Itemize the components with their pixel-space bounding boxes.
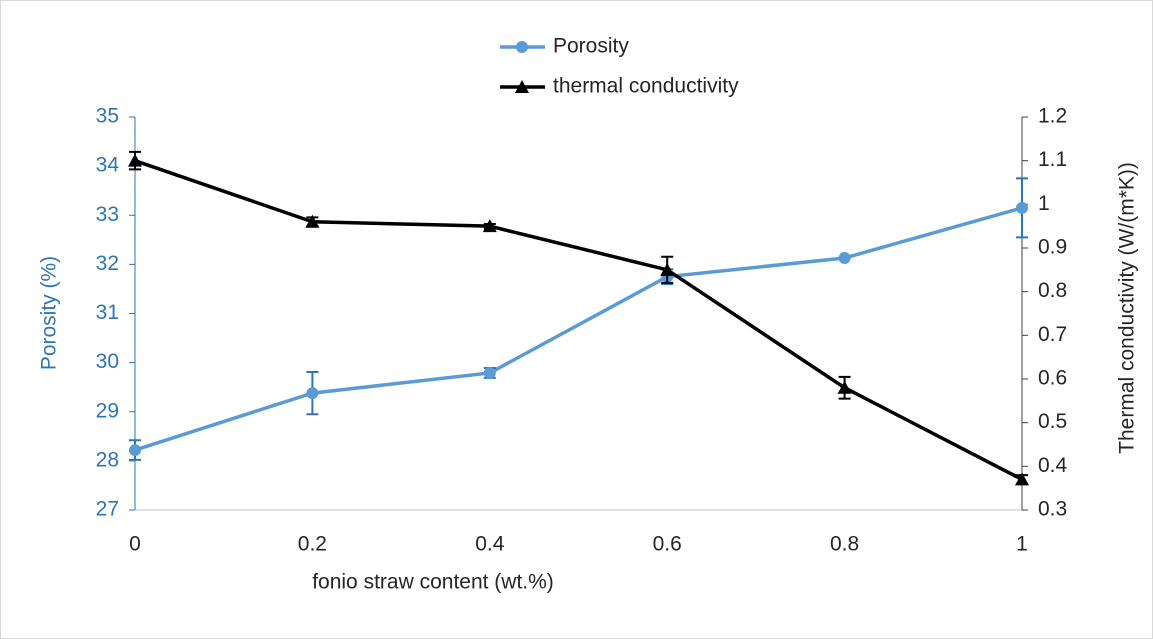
legend-marker (516, 41, 528, 53)
series-line (134, 206, 1023, 452)
y-axis-title: Porosity (%) (38, 256, 61, 370)
data-point (838, 251, 851, 264)
data-point (1016, 201, 1028, 214)
data-point (837, 380, 852, 394)
x-tick-label: 0.2 (298, 533, 327, 556)
y2-axis-title: Thermal conductivity (W/(m*K)) (1116, 162, 1139, 454)
legend-marker (515, 80, 529, 93)
y-tick-label: 34 (96, 154, 120, 177)
legend-label: Porosity (553, 35, 629, 58)
y2-tick-label: 1.2 (1038, 105, 1067, 128)
y2-tick-label: 0.9 (1038, 236, 1067, 259)
y2-tick-label: 0.6 (1038, 367, 1067, 390)
y2-tick-label: 1.1 (1038, 148, 1067, 171)
data-point (483, 366, 496, 379)
y-tick-label: 29 (96, 399, 119, 422)
y2-tick-label: 0.4 (1038, 454, 1068, 477)
y2-tick-label: 1 (1038, 192, 1050, 215)
y-tick-label: 31 (96, 301, 119, 324)
data-point (1015, 472, 1029, 486)
x-tick-label: 0 (129, 533, 141, 556)
data-point (128, 153, 142, 167)
y-tick-label: 32 (96, 252, 119, 275)
x-tick-label: 1 (1016, 533, 1028, 556)
y2-tick-label: 0.3 (1038, 498, 1067, 521)
legend-label: thermal conductivity (553, 75, 739, 98)
y-tick-label: 35 (96, 105, 119, 128)
y-tick-label: 27 (96, 498, 119, 521)
x-tick-label: 0.4 (475, 533, 505, 556)
data-point (305, 214, 320, 228)
y-tick-label: 28 (96, 448, 119, 471)
y-tick-label: 30 (96, 350, 119, 373)
data-point (306, 387, 319, 400)
data-point (482, 219, 497, 233)
data-point (660, 262, 675, 276)
y2-tick-label: 0.8 (1038, 279, 1067, 302)
x-tick-label: 0.8 (830, 533, 859, 556)
data-point (129, 444, 141, 457)
x-axis-title: fonio straw content (wt.%) (312, 571, 554, 594)
y2-tick-label: 0.7 (1038, 323, 1067, 346)
x-tick-label: 0.6 (653, 533, 682, 556)
series-line (134, 159, 1023, 481)
y-tick-label: 33 (96, 203, 119, 226)
y2-tick-label: 0.5 (1038, 410, 1067, 433)
